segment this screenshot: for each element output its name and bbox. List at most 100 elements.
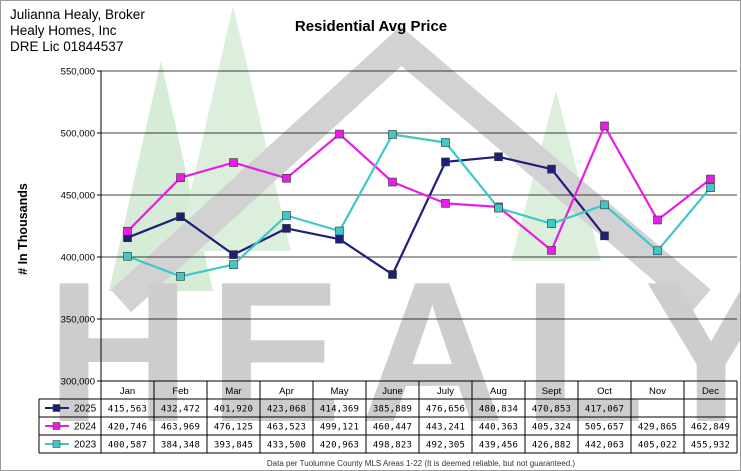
data-point-2023	[547, 219, 556, 228]
data-label-2023: 400,587	[108, 441, 147, 451]
y-axis-label: # In Thousands	[16, 183, 30, 275]
x-category-label: Dec	[702, 386, 719, 397]
y-tick-label: 500,000	[61, 129, 95, 140]
data-label-2023: 442,063	[585, 441, 624, 451]
y-tick-label: 550,000	[61, 67, 95, 78]
data-point-2023	[494, 203, 503, 213]
data-label-2025: 414,369	[320, 405, 359, 415]
data-label-2024: 443,241	[426, 423, 465, 433]
data-point-2024	[123, 226, 132, 236]
data-label-2023: 433,500	[267, 441, 306, 451]
data-label-2024: 463,969	[161, 423, 200, 433]
footnote: Data per Tuolumne County MLS Areas 1-22 …	[266, 459, 576, 468]
data-point-2023	[653, 246, 662, 256]
series-line-2024	[126, 124, 712, 252]
data-label-2024: 460,447	[373, 423, 412, 433]
data-point-2023	[388, 130, 397, 139]
y-tick-label: 400,000	[61, 253, 95, 264]
data-point-2023	[335, 226, 344, 236]
data-label-2024: 476,125	[214, 423, 253, 433]
data-label-2025: 480,834	[479, 405, 518, 415]
legend-label-2023: 2023	[74, 440, 97, 451]
legend-marker-2024	[52, 422, 61, 430]
x-category-label: Oct	[597, 386, 612, 397]
data-label-2025: 385,889	[373, 405, 412, 415]
data-point-2025	[600, 231, 609, 241]
data-point-2023	[123, 251, 132, 261]
data-point-2023	[282, 211, 291, 220]
y-tick-label: 350,000	[61, 315, 95, 326]
data-point-2025	[176, 212, 185, 222]
x-category-label: Feb	[172, 386, 188, 397]
x-category-label: Apr	[279, 386, 294, 397]
data-point-2024	[653, 215, 662, 225]
data-label-2023: 426,882	[532, 441, 571, 451]
data-label-2023: 393,845	[214, 441, 253, 451]
data-point-2025	[335, 234, 344, 244]
data-label-2023: 439,456	[479, 441, 518, 451]
x-category-label: Nov	[649, 386, 666, 397]
data-point-2023	[441, 138, 450, 147]
data-point-2025	[494, 152, 503, 162]
data-point-2023	[229, 260, 238, 269]
data-label-2024: 463,523	[267, 423, 306, 433]
data-label-2025: 415,563	[108, 405, 147, 415]
data-point-2024	[229, 158, 238, 167]
data-point-2023	[176, 272, 185, 281]
legend-marker-2023	[52, 440, 61, 448]
data-label-2024: 499,121	[320, 423, 359, 433]
data-point-2024	[335, 129, 344, 139]
data-label-2024: 505,657	[585, 423, 624, 433]
data-label-2025: 476,656	[426, 405, 465, 415]
data-label-2024: 440,363	[479, 423, 518, 433]
data-point-2023	[600, 200, 609, 210]
data-point-2024	[282, 173, 291, 183]
data-label-2024: 405,324	[532, 423, 571, 433]
x-category-label: May	[331, 386, 349, 397]
data-point-2025	[441, 157, 450, 167]
data-label-2025: 417,067	[585, 405, 624, 415]
data-label-2023: 405,022	[638, 441, 677, 451]
x-category-label: June	[382, 386, 403, 397]
y-tick-label: 450,000	[61, 191, 95, 202]
series-line-2025	[127, 155, 606, 276]
data-point-2024	[388, 177, 397, 187]
data-point-2025	[388, 270, 397, 279]
watermark-roof	[110, 26, 711, 313]
chart-title: Residential Avg Price	[294, 18, 448, 35]
data-label-2023: 384,348	[161, 441, 200, 451]
legend-label-2024: 2024	[74, 422, 97, 433]
data-point-2023	[706, 183, 715, 192]
data-point-2024	[706, 174, 715, 184]
data-point-2024	[547, 246, 556, 255]
company-name: Healy Homes, Inc	[10, 23, 117, 38]
data-label-2024: 462,849	[691, 423, 730, 433]
data-label-2025: 401,920	[214, 405, 253, 415]
data-label-2023: 420,963	[320, 441, 359, 451]
data-label-2025: 470,853	[532, 405, 571, 415]
data-point-2025	[229, 250, 238, 259]
data-label-2025: 423,068	[267, 405, 306, 415]
license-number: DRE Lic 01844537	[10, 39, 124, 54]
y-tick-label: 300,000	[61, 377, 95, 388]
data-point-2025	[547, 164, 556, 174]
data-label-2023: 492,305	[426, 441, 465, 451]
legend-label-2025: 2025	[74, 404, 97, 415]
data-label-2023: 455,932	[691, 441, 730, 451]
x-category-label: Jan	[120, 386, 135, 397]
data-label-2024: 420,746	[108, 423, 147, 433]
broker-name: Julianna Healy, Broker	[10, 7, 145, 22]
legend-marker-2025	[52, 404, 61, 412]
data-point-2025	[282, 224, 291, 233]
x-category-label: July	[437, 386, 454, 397]
series-line-2023	[127, 133, 712, 278]
x-category-label: Mar	[225, 386, 241, 397]
data-point-2024	[441, 199, 450, 208]
data-label-2024: 429,865	[638, 423, 677, 433]
x-category-label: Sept	[542, 386, 562, 397]
data-point-2024	[600, 121, 609, 131]
data-point-2024	[176, 173, 185, 182]
x-category-label: Aug	[490, 386, 507, 397]
